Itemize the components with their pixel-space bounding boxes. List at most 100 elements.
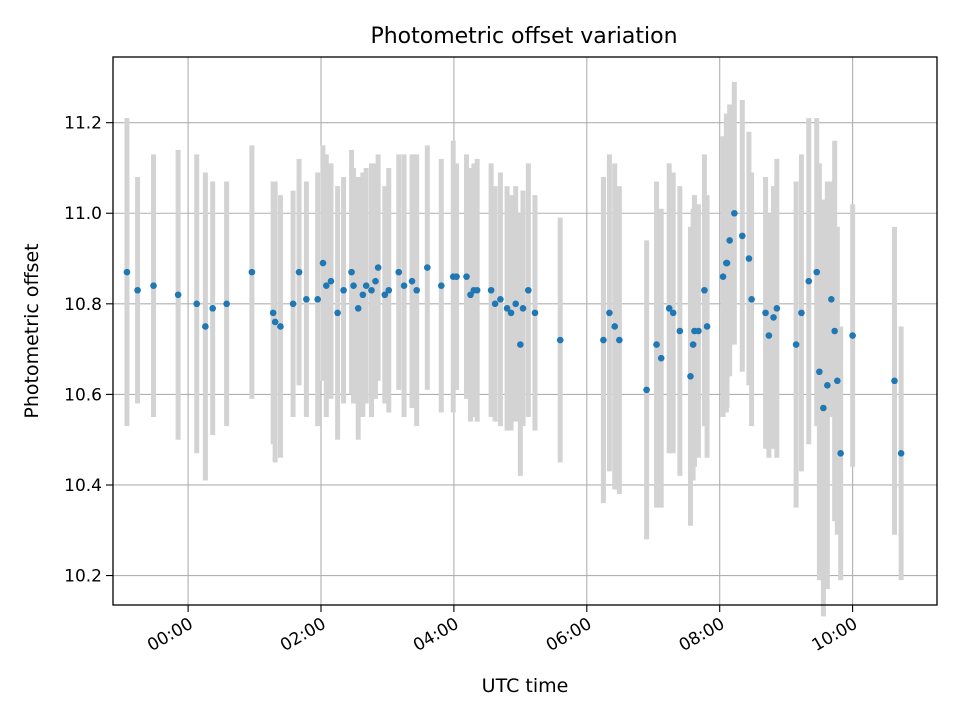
data-point: [209, 305, 216, 312]
y-tick-label: 11.2: [64, 114, 102, 134]
data-point: [657, 354, 665, 362]
data-point: [831, 327, 838, 335]
data-point: [134, 286, 141, 294]
data-point: [381, 291, 389, 299]
data-point: [834, 377, 841, 385]
data-point: [773, 305, 781, 312]
data-point: [813, 268, 821, 276]
data-point: [611, 323, 619, 330]
data-point: [269, 309, 277, 317]
data-point: [726, 237, 733, 244]
data-point: [701, 286, 708, 294]
data-point: [669, 309, 677, 317]
x-tick-label: 02:00: [277, 614, 329, 656]
y-tick-label: 10.4: [64, 476, 102, 496]
data-point: [277, 323, 284, 330]
data-point: [395, 268, 403, 276]
data-point: [820, 404, 827, 412]
data-point: [374, 264, 382, 271]
data-point: [687, 372, 694, 380]
data-point: [340, 286, 347, 294]
y-tick-label: 11.0: [64, 204, 102, 224]
data-point: [202, 323, 209, 330]
data-point: [327, 277, 335, 285]
data-point: [517, 341, 524, 348]
chart-title: Photometric offset variation: [370, 24, 677, 49]
data-point: [507, 309, 515, 317]
data-point: [770, 314, 777, 321]
x-tick-label: 06:00: [543, 614, 595, 656]
y-tick-label: 10.8: [64, 295, 102, 315]
data-point: [359, 291, 367, 299]
data-point: [525, 286, 532, 294]
data-point: [334, 309, 341, 317]
data-point: [897, 449, 905, 457]
data-point: [600, 336, 607, 344]
plot-frame: [112, 56, 938, 606]
data-point: [385, 286, 393, 294]
data-point: [248, 268, 256, 276]
data-point: [503, 305, 511, 312]
y-axis-label: Photometric offset: [21, 243, 43, 418]
data-point: [653, 341, 660, 348]
data-point: [792, 341, 800, 348]
data-point: [400, 282, 408, 290]
data-point: [665, 305, 673, 312]
x-tick-label: 04:00: [410, 614, 462, 656]
data-point: [762, 309, 769, 317]
data-point: [695, 327, 702, 335]
data-point: [174, 291, 182, 299]
data-point: [348, 268, 355, 276]
data-point: [453, 273, 460, 280]
data-point: [491, 300, 499, 308]
data-point: [193, 300, 201, 308]
x-tick-label: 00:00: [144, 614, 196, 656]
data-point: [314, 295, 321, 303]
y-tick-label: 10.6: [64, 385, 102, 405]
data-point: [891, 377, 898, 385]
data-point: [616, 336, 623, 344]
data-point: [798, 309, 805, 317]
data-point: [512, 300, 519, 308]
data-point: [303, 295, 310, 303]
data-point: [123, 268, 131, 276]
errorbar-layer: [124, 81, 904, 617]
data-point: [408, 277, 416, 285]
data-point: [849, 332, 856, 339]
data-point: [731, 209, 738, 217]
data-point: [354, 305, 362, 312]
data-point: [368, 286, 375, 294]
data-point: [519, 305, 527, 312]
data-point: [824, 382, 831, 389]
data-point: [723, 259, 731, 267]
data-point: [676, 327, 684, 335]
data-point: [463, 273, 470, 280]
data-point: [467, 291, 474, 299]
data-point: [556, 336, 564, 344]
point-layer: [123, 209, 905, 457]
data-point: [223, 300, 230, 308]
data-point: [531, 309, 539, 317]
x-tick-label: 08:00: [676, 614, 728, 656]
data-point: [289, 300, 297, 308]
data-point: [816, 368, 823, 376]
data-point: [805, 277, 813, 285]
data-point: [606, 309, 613, 317]
data-point: [828, 295, 835, 303]
data-point: [150, 282, 157, 290]
data-point: [271, 318, 279, 326]
data-point: [703, 323, 711, 330]
data-point: [487, 286, 495, 294]
data-point: [643, 386, 650, 394]
data-point: [689, 341, 697, 348]
data-point: [837, 449, 844, 457]
data-point: [719, 273, 727, 280]
data-point: [350, 282, 357, 290]
data-point: [319, 259, 327, 267]
data-point: [745, 255, 753, 262]
x-axis-label: UTC time: [482, 675, 569, 697]
data-point: [362, 282, 370, 290]
data-point: [738, 232, 746, 240]
